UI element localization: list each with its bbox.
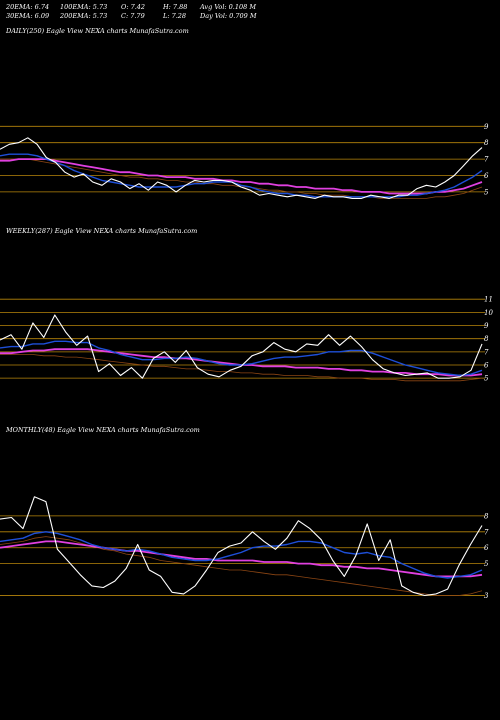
y-tick-label: 3 — [484, 592, 489, 600]
y-tick-label: 9 — [484, 123, 489, 131]
ema20-readout: 20EMA: 6.74 — [6, 3, 50, 11]
monthly-chart-panel: 3 5 6 7 8 — [0, 496, 489, 600]
ma-brown-series-line — [0, 536, 483, 596]
ema-long-series-line — [0, 348, 483, 377]
y-tick-label: 5 — [484, 188, 489, 196]
y-tick-label: 8 — [484, 335, 489, 343]
ema30-readout: 30EMA: 6.09 — [6, 12, 50, 20]
close-readout: C: 7.79 — [121, 12, 145, 20]
ma-brown-series-line — [0, 158, 483, 199]
ma-brown-series-line — [0, 354, 483, 382]
y-tick-label: 6 — [484, 544, 489, 552]
ema100-readout: 100EMA: 5.73 — [60, 3, 108, 11]
daily-chart-title: DAILY(250) Eagle View NEXA charts Munafa… — [6, 27, 189, 35]
open-readout: O: 7.42 — [121, 3, 146, 11]
ema-short-series-line — [0, 340, 483, 377]
ema-long-series-line — [0, 540, 483, 578]
ema200-readout: 200EMA: 5.73 — [60, 12, 108, 20]
y-tick-label: 7 — [484, 156, 489, 164]
y-tick-label: 10 — [484, 309, 493, 317]
y-tick-label: 5 — [484, 560, 489, 568]
day-volume-readout: Day Vol: 0.709 M — [200, 12, 257, 20]
low-readout: L: 7.28 — [163, 12, 187, 20]
weekly-chart-title: WEEKLY(287) Eagle View NEXA charts Munaf… — [6, 227, 198, 235]
high-readout: H: 7.88 — [163, 3, 188, 11]
price-series-line — [0, 137, 483, 199]
ema-short-series-line — [0, 531, 483, 579]
monthly-chart-title: MONTHLY(48) Eagle View NEXA charts Munaf… — [6, 426, 200, 434]
ema-short-series-line — [0, 153, 483, 198]
y-tick-label: 6 — [484, 172, 489, 180]
avg-volume-readout: Avg Vol: 0.108 M — [200, 3, 257, 11]
y-tick-label: 7 — [484, 348, 489, 356]
price-series-line — [0, 314, 483, 379]
y-tick-label: 7 — [484, 528, 489, 536]
weekly-chart-panel: 5 6 7 8 9 10 11 — [0, 296, 493, 383]
price-series-line — [0, 496, 483, 597]
y-tick-label: 6 — [484, 362, 489, 370]
daily-chart-panel: 5 6 7 8 9 — [0, 123, 489, 199]
y-tick-label: 9 — [484, 322, 489, 330]
y-tick-label: 8 — [484, 512, 489, 520]
y-tick-label: 5 — [484, 375, 489, 383]
y-tick-label: 8 — [484, 139, 489, 147]
y-tick-label: 11 — [484, 296, 493, 304]
ema-long-series-line — [0, 158, 483, 195]
